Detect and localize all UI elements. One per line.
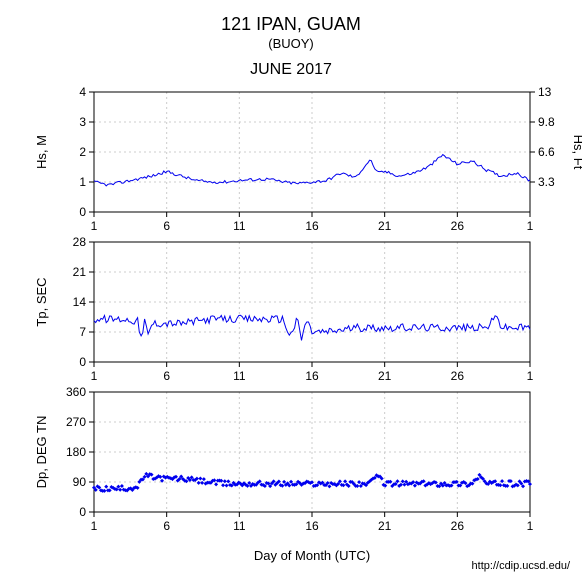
y-tick-label: 14 <box>73 295 87 309</box>
x-tick-label: 1 <box>527 219 534 233</box>
y2-tick-label: 6.6 <box>538 145 555 159</box>
y-axis-label: Hs, M <box>34 135 49 169</box>
y-tick-label: 3 <box>79 115 86 129</box>
y-tick-label: 360 <box>66 385 86 399</box>
x-tick-label: 21 <box>378 219 392 233</box>
y-tick-label: 90 <box>73 475 87 489</box>
y-tick-label: 0 <box>79 205 86 219</box>
multi-panel-chart: 121 IPAN, GUAM(BUOY)JUNE 2017012343.36.6… <box>0 0 582 581</box>
x-tick-label: 6 <box>163 369 170 383</box>
y2-tick-label: 13 <box>538 85 552 99</box>
title-month: JUNE 2017 <box>250 61 332 78</box>
y2-axis-label: Hs, Ft <box>571 135 582 170</box>
x-tick-label: 21 <box>378 369 392 383</box>
y-tick-label: 4 <box>79 85 86 99</box>
y2-tick-label: 3.3 <box>538 175 555 189</box>
y-tick-label: 0 <box>79 355 86 369</box>
y-tick-label: 28 <box>73 235 87 249</box>
y-tick-label: 1 <box>79 175 86 189</box>
x-tick-label: 26 <box>451 519 465 533</box>
y-axis-label: Dp, DEG TN <box>34 416 49 489</box>
y-tick-label: 2 <box>79 145 86 159</box>
y-axis-label: Tp, SEC <box>34 277 49 326</box>
title-sub: (BUOY) <box>268 36 314 51</box>
x-tick-label: 1 <box>91 519 98 533</box>
y2-tick-label: 9.8 <box>538 115 555 129</box>
title-main: 121 IPAN, GUAM <box>221 14 361 34</box>
y-tick-label: 21 <box>73 265 87 279</box>
y-tick-label: 270 <box>66 415 86 429</box>
x-tick-label: 21 <box>378 519 392 533</box>
x-axis-label: Day of Month (UTC) <box>254 548 370 563</box>
x-tick-label: 1 <box>91 369 98 383</box>
x-tick-label: 1 <box>527 369 534 383</box>
x-tick-label: 11 <box>233 519 246 533</box>
x-tick-label: 1 <box>91 219 98 233</box>
x-tick-label: 16 <box>305 369 319 383</box>
x-tick-label: 26 <box>451 219 465 233</box>
x-tick-label: 6 <box>163 219 170 233</box>
x-tick-label: 6 <box>163 519 170 533</box>
x-tick-label: 11 <box>233 369 246 383</box>
x-tick-label: 11 <box>233 219 246 233</box>
x-tick-label: 16 <box>305 519 319 533</box>
y-tick-label: 180 <box>66 445 86 459</box>
x-tick-label: 16 <box>305 219 319 233</box>
y-tick-label: 7 <box>79 325 86 339</box>
x-tick-label: 26 <box>451 369 465 383</box>
y-tick-label: 0 <box>79 505 86 519</box>
footer-url: http://cdip.ucsd.edu/ <box>472 560 571 572</box>
x-tick-label: 1 <box>527 519 534 533</box>
